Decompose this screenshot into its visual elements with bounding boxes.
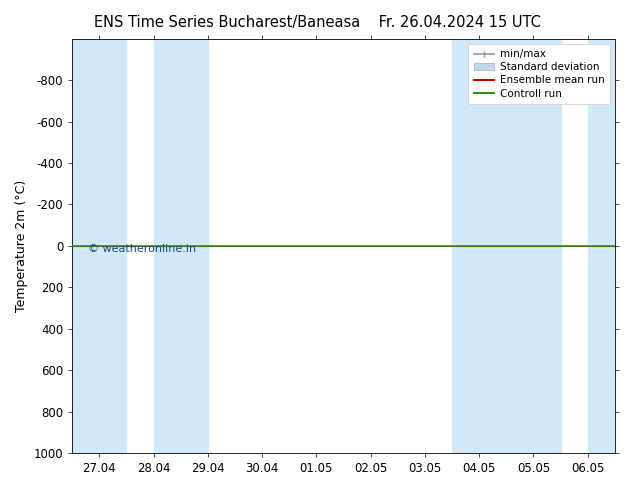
Bar (507, 39, 560, 453)
Legend: min/max, Standard deviation, Ensemble mean run, Controll run: min/max, Standard deviation, Ensemble me… (469, 44, 610, 104)
Bar (588, 39, 615, 453)
Y-axis label: Temperature 2m (°C): Temperature 2m (°C) (15, 180, 28, 312)
Text: ENS Time Series Bucharest/Baneasa    Fr. 26.04.2024 15 UTC: ENS Time Series Bucharest/Baneasa Fr. 26… (94, 15, 540, 30)
Bar (153, 39, 208, 453)
Bar (72, 39, 126, 453)
Text: © weatheronline.in: © weatheronline.in (89, 244, 197, 254)
Bar (452, 39, 507, 453)
